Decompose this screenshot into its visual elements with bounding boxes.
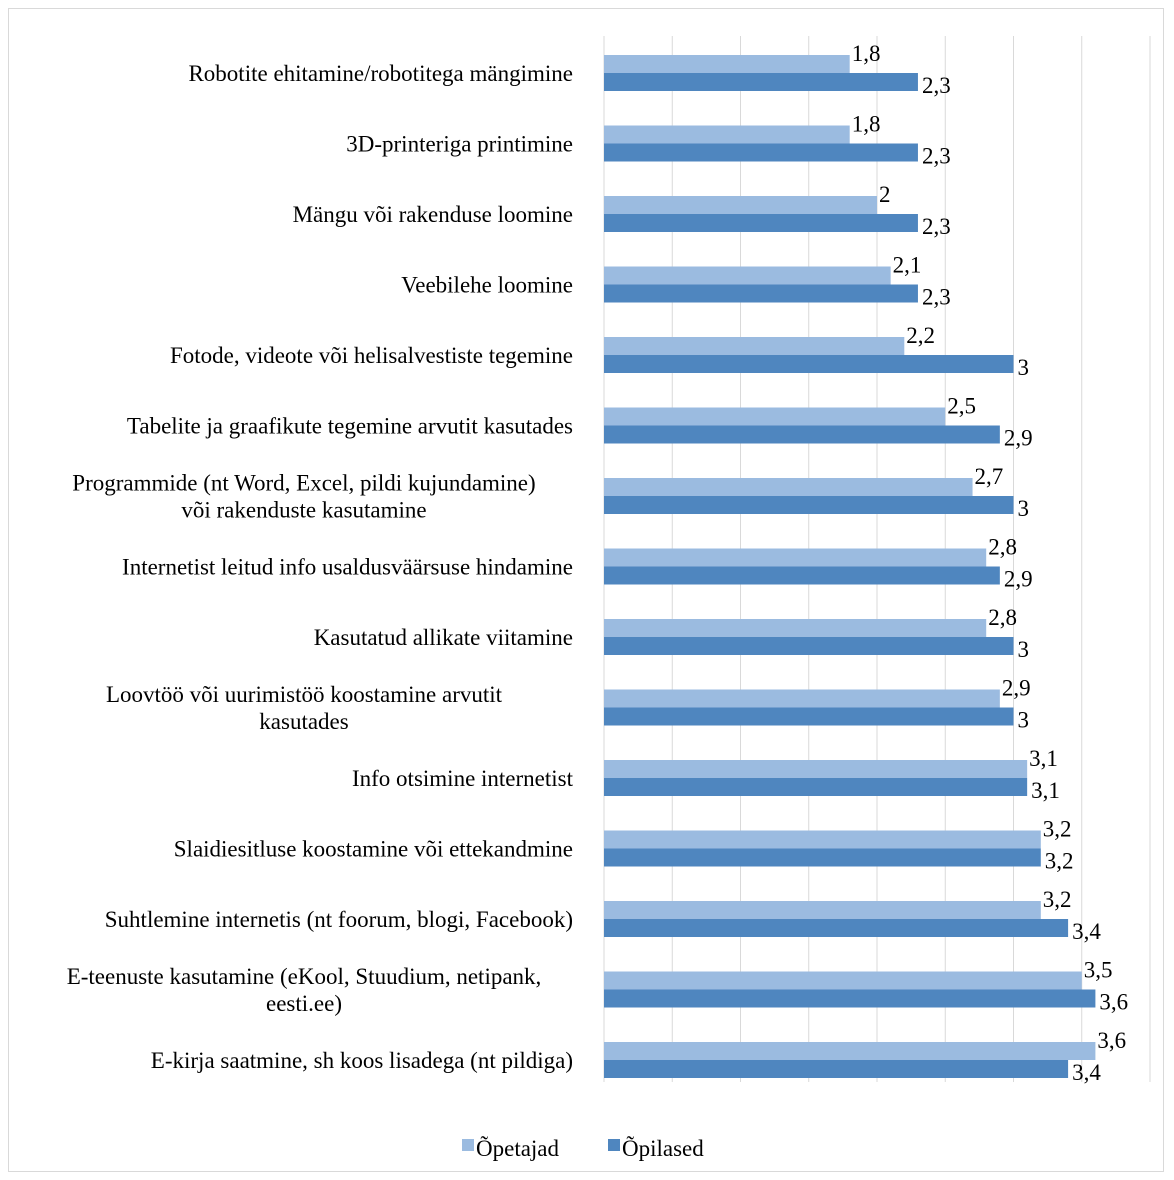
data-label: 2,7 bbox=[975, 464, 1004, 489]
bar-opetajad bbox=[604, 337, 905, 355]
bar-opetajad bbox=[604, 760, 1028, 778]
category-label: Suhtlemine internetis (nt foorum, blogi,… bbox=[105, 907, 573, 932]
category-label: Robotite ehitamine/robotitega mängimine bbox=[188, 61, 573, 86]
bar-opetajad bbox=[604, 548, 987, 567]
data-label: 3 bbox=[1018, 637, 1030, 662]
category-label: Programmide (nt Word, Excel, pildi kujun… bbox=[72, 471, 535, 496]
data-label: 2,3 bbox=[922, 285, 951, 310]
data-label: 2,3 bbox=[922, 144, 951, 169]
category-label: E-kirja saatmine, sh koos lisadega (nt p… bbox=[151, 1048, 573, 1073]
legend-label: Õpetajad bbox=[476, 1135, 560, 1161]
bar-opilased bbox=[604, 355, 1014, 373]
data-label: 2,9 bbox=[1004, 567, 1033, 592]
bar-opilased bbox=[604, 1060, 1069, 1078]
bar-opetajad bbox=[604, 478, 973, 496]
data-label: 3,5 bbox=[1084, 958, 1113, 983]
category-label: Kasutatud allikate viitamine bbox=[314, 625, 573, 650]
bar-opilased bbox=[604, 989, 1096, 1008]
bar-opetajad bbox=[604, 196, 877, 214]
data-label: 2,5 bbox=[947, 394, 976, 419]
category-label: Info otsimine internetist bbox=[352, 766, 574, 791]
bar-opilased bbox=[604, 778, 1028, 796]
data-label: 2,1 bbox=[893, 253, 922, 278]
bar-opetajad bbox=[604, 1042, 1096, 1060]
category-label: Veebilehe loomine bbox=[401, 273, 573, 298]
data-label: 2,9 bbox=[1002, 676, 1031, 701]
bar-opilased bbox=[604, 425, 1000, 444]
category-label: Mängu või rakenduse loomine bbox=[293, 202, 573, 227]
bar-opilased bbox=[604, 496, 1014, 514]
bar-opetajad bbox=[604, 901, 1041, 919]
legend-label: Õpilased bbox=[622, 1135, 704, 1161]
category-label: Tabelite ja graafikute tegemine arvutit … bbox=[127, 414, 573, 439]
category-label: eesti.ee) bbox=[266, 991, 342, 1016]
category-label: Internetist leitud info usaldusväärsuse … bbox=[122, 555, 573, 580]
data-label: 3 bbox=[1018, 355, 1030, 380]
bar-opilased bbox=[604, 637, 1014, 655]
category-label: kasutades bbox=[259, 709, 348, 734]
data-label: 2,3 bbox=[922, 73, 951, 98]
data-label: 3 bbox=[1018, 496, 1030, 521]
bar-opetajad bbox=[604, 125, 850, 144]
bar-opilased bbox=[604, 848, 1041, 867]
bar-opilased bbox=[604, 919, 1069, 937]
category-label: Loovtöö või uurimistöö koostamine arvuti… bbox=[106, 682, 503, 707]
bar-opetajad bbox=[604, 407, 946, 426]
category-label: 3D-printeriga printimine bbox=[346, 132, 573, 157]
data-label: 3,4 bbox=[1072, 1060, 1101, 1085]
bar-opilased bbox=[604, 214, 918, 232]
category-label: E-teenuste kasutamine (eKool, Stuudium, … bbox=[67, 964, 542, 989]
bar-opilased bbox=[604, 566, 1000, 585]
bar-opilased bbox=[604, 143, 918, 162]
data-label: 1,8 bbox=[852, 112, 881, 137]
bar-opilased bbox=[604, 707, 1014, 726]
data-label: 3,4 bbox=[1072, 919, 1101, 944]
bar-opilased bbox=[604, 284, 918, 303]
category-label: Slaidiesitluse koostamine või ettekandmi… bbox=[174, 837, 573, 862]
bar-opetajad bbox=[604, 619, 987, 637]
bar-opetajad bbox=[604, 266, 891, 285]
data-label: 3,1 bbox=[1031, 778, 1060, 803]
data-label: 3,2 bbox=[1045, 849, 1074, 874]
data-label: 3,6 bbox=[1099, 990, 1128, 1015]
category-label: või rakenduste kasutamine bbox=[181, 498, 426, 523]
data-label: 3,6 bbox=[1097, 1028, 1126, 1053]
data-label: 2,8 bbox=[988, 605, 1017, 630]
data-label: 2,3 bbox=[922, 214, 951, 239]
bar-opilased bbox=[604, 73, 918, 91]
bar-opetajad bbox=[604, 971, 1082, 990]
bar-opetajad bbox=[604, 689, 1000, 708]
data-label: 3,2 bbox=[1043, 817, 1072, 842]
data-label: 3 bbox=[1018, 708, 1030, 733]
legend-swatch bbox=[608, 1139, 620, 1151]
data-label: 2,9 bbox=[1004, 426, 1033, 451]
bar-opetajad bbox=[604, 830, 1041, 849]
data-label: 2 bbox=[879, 182, 891, 207]
data-label: 3,1 bbox=[1029, 746, 1058, 771]
data-label: 2,8 bbox=[988, 535, 1017, 560]
data-label: 3,2 bbox=[1043, 887, 1072, 912]
legend-swatch bbox=[462, 1139, 474, 1151]
bar-opetajad bbox=[604, 55, 850, 73]
data-label: 2,2 bbox=[906, 323, 935, 348]
category-label: Fotode, videote või helisalvestiste tege… bbox=[170, 343, 573, 368]
data-label: 1,8 bbox=[852, 41, 881, 66]
